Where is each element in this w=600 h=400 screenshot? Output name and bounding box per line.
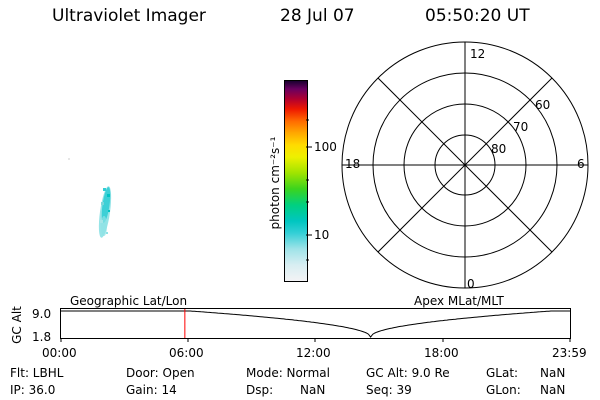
x-tick-1800: 18:00 [424, 346, 459, 360]
orbit-plot [60, 308, 571, 342]
lat-60-label: 60 [535, 98, 551, 112]
date-label: 28 Jul 07 [280, 6, 355, 26]
glon-value: NaN [540, 383, 566, 397]
x-tick-1200: 12:00 [296, 346, 331, 360]
colorbar-unit-label: photon cm⁻²s⁻¹ [268, 136, 282, 230]
mode-status: Mode: Normal [246, 366, 330, 380]
glat-label: GLat: [486, 366, 519, 380]
mlt-12-label: 12 [470, 47, 486, 61]
mlt-06-label: 6 [577, 157, 585, 171]
instrument-title: Ultraviolet Imager [52, 6, 206, 26]
mlt-18-label: 18 [345, 157, 361, 171]
orbit-plot-frame [60, 308, 571, 339]
filter-status: Flt: LBHL [10, 366, 64, 380]
gc-alt-bottom-tick: 1.8 [32, 330, 52, 344]
apex-coord-label: Apex MLat/MLT [414, 294, 504, 308]
gc-alt-axis-title: GC Alt [10, 306, 24, 344]
polar-plot [341, 41, 589, 289]
x-tick-2359: 23:59 [552, 346, 587, 360]
geographic-coord-label: Geographic Lat/Lon [70, 294, 188, 308]
gc-alt-top-tick: 9.0 [32, 307, 52, 321]
aurora-image [68, 158, 112, 238]
glat-value: NaN [540, 366, 566, 380]
colorbar-ticks [306, 119, 312, 261]
x-tick-0600: 06:00 [169, 346, 204, 360]
lat-80-label: 80 [491, 142, 507, 156]
altitude-curve [61, 310, 570, 338]
x-tick-0000: 00:00 [42, 346, 77, 360]
mlt-00-label: 0 [467, 277, 475, 291]
colorbar-tick-100: 100 [314, 140, 337, 154]
door-status: Door: Open [126, 366, 195, 380]
dsp-label: Dsp: [246, 383, 274, 397]
lat-70-label: 70 [513, 120, 529, 134]
gc-alt-status: GC Alt: 9.0 Re [366, 366, 450, 380]
dsp-value: NaN [300, 383, 326, 397]
colorbar-tick-10: 10 [314, 228, 330, 242]
colorbar-gradient [285, 81, 307, 281]
gain-status: Gain: 14 [126, 383, 177, 397]
glon-label: GLon: [486, 383, 521, 397]
seq-status: Seq: 39 [366, 383, 412, 397]
colorbar [284, 80, 308, 282]
ip-status: IP: 36.0 [10, 383, 56, 397]
time-label: 05:50:20 UT [425, 6, 530, 26]
